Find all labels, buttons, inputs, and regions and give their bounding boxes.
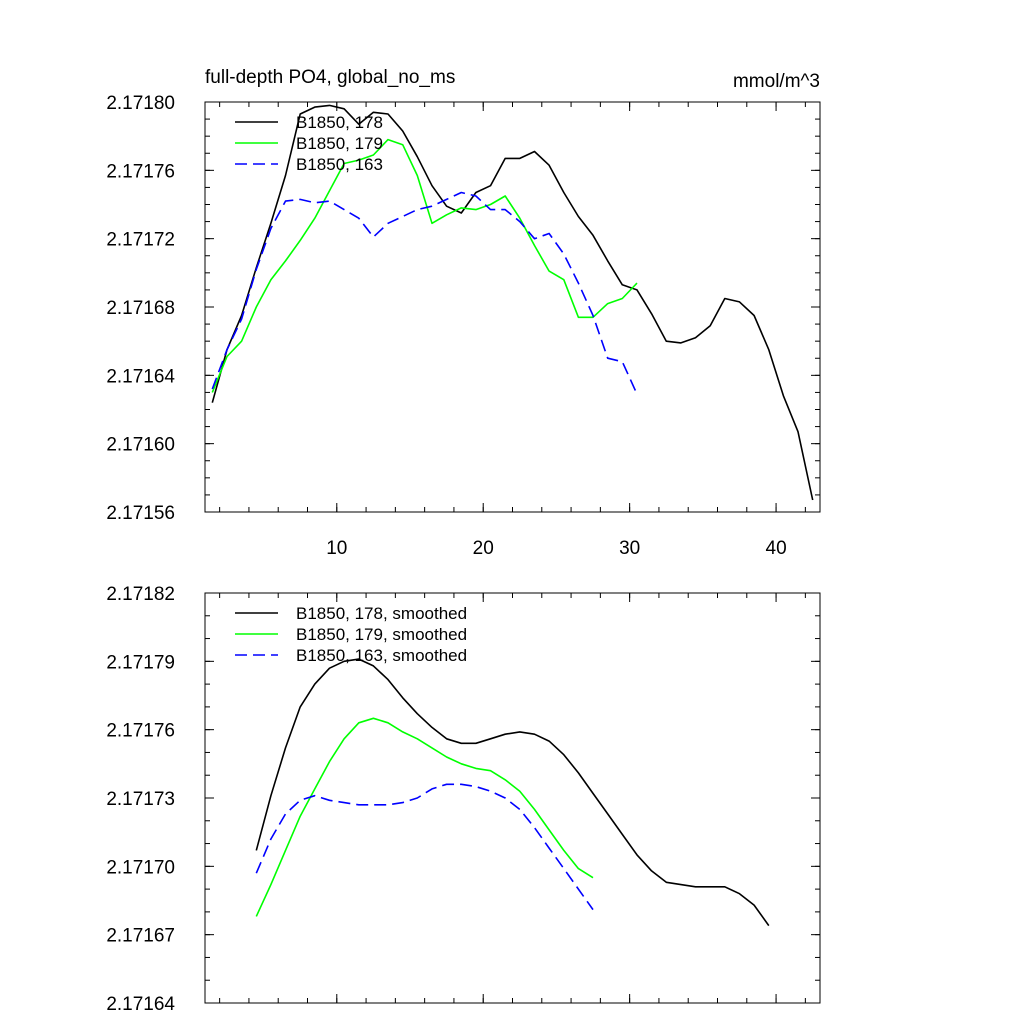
series-line (255, 783, 594, 911)
series-line (211, 138, 638, 393)
y-tick-label: 2.17160 (106, 435, 175, 456)
series-line (211, 104, 814, 501)
y-tick-label: 2.17167 (106, 926, 175, 947)
y-tick-label: 2.17170 (106, 857, 175, 878)
legend-label: B1850, 179 (296, 134, 383, 153)
y-tick-label: 2.17182 (106, 584, 175, 605)
chart-title: full-depth PO4, global_no_ms (205, 67, 455, 88)
y-tick-label: 2.17176 (106, 721, 175, 742)
series-line (255, 717, 594, 917)
y-tick-label: 2.17156 (106, 503, 175, 524)
legend-label: B1850, 163, smoothed (296, 646, 467, 665)
legend-label: B1850, 163 (296, 155, 383, 174)
x-tick-label: 20 (473, 538, 494, 559)
y-tick-label: 2.17168 (106, 298, 175, 319)
legend-label: B1850, 179, smoothed (296, 625, 467, 644)
legend-label: B1850, 178, smoothed (296, 604, 467, 623)
x-tick-label: 10 (326, 538, 347, 559)
x-tick-label: 30 (619, 538, 640, 559)
y-tick-label: 2.17164 (106, 366, 175, 387)
chart-panel-smoothed: 2.17164 2.17167 2.17170 2.17173 2.17176 2.171… (106, 584, 821, 1015)
y-tick-label: 2.17180 (106, 93, 175, 114)
series-line (211, 191, 638, 395)
y-tick-label: 2.17164 (106, 994, 175, 1015)
y-tick-label: 2.17173 (106, 789, 175, 810)
legend: B1850, 178, smoothed B1850, 179, smoothed… (235, 604, 467, 665)
y-tick-label: 2.17176 (106, 161, 175, 182)
y-tick-label: 2.17172 (106, 230, 175, 251)
x-tick-label: 40 (766, 538, 787, 559)
legend-label: B1850, 178 (296, 113, 383, 132)
chart-units: mmol/m^3 (733, 71, 820, 92)
y-tick-label: 2.17179 (106, 652, 175, 673)
series-line (255, 658, 770, 927)
chart-panel-raw: full-depth PO4, global_no_ms mmol/m^3 10… (106, 67, 821, 559)
legend: B1850, 178 B1850, 179 B1850, 163 (235, 113, 383, 174)
